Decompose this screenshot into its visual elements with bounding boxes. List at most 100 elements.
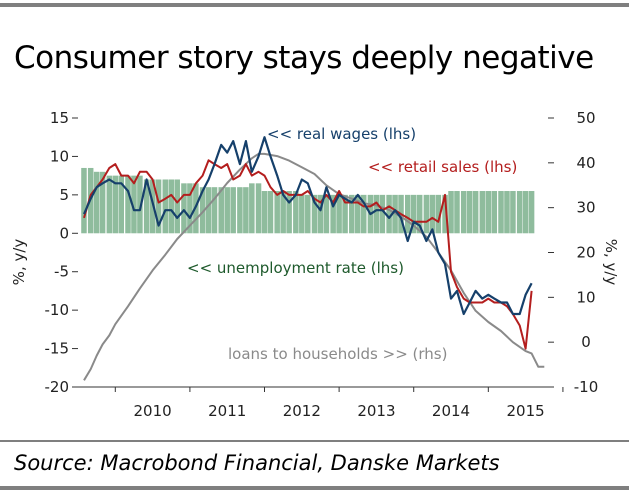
- unemployment-bar: [516, 191, 523, 234]
- real-wages-line: [82, 136, 533, 316]
- unemployment-bar: [472, 191, 479, 234]
- unemployment-bar: [168, 179, 175, 234]
- x-tick-label: 2011: [208, 402, 246, 420]
- unemployment-bar: [267, 191, 274, 234]
- unemployment-bar: [510, 191, 516, 234]
- unemployment-bar: [243, 187, 249, 234]
- x-tick-label: 2013: [357, 402, 395, 420]
- unemployment-bar: [199, 187, 206, 234]
- unemployment-bar: [429, 194, 436, 234]
- retail-sales-line: [83, 159, 533, 350]
- unemployment-bar: [181, 183, 187, 234]
- label-loans-to-households: loans to households >> (rhs): [228, 345, 447, 363]
- right-tick-label: 10: [576, 288, 595, 306]
- unemployment-bar: [416, 194, 423, 234]
- x-tick-label: 2014: [432, 402, 470, 420]
- unemployment-bar: [162, 179, 169, 234]
- middle-rule: [0, 440, 629, 442]
- unemployment-bar: [174, 179, 180, 234]
- right-tick-label: 40: [576, 154, 595, 172]
- unemployment-bar: [386, 194, 392, 234]
- right-tick-label: -10: [574, 378, 599, 396]
- unemployment-bar: [528, 191, 535, 234]
- unemployment-bar: [342, 194, 348, 234]
- unemployment-bar: [299, 194, 305, 234]
- unemployment-bar: [255, 183, 262, 234]
- label-retail-sales: << retail sales (lhs): [368, 158, 517, 176]
- unemployment-bar: [125, 175, 131, 234]
- unemployment-bar: [323, 194, 330, 234]
- left-tick-label: 5: [59, 186, 69, 204]
- unemployment-bar: [485, 191, 492, 234]
- left-axis-label: %, y/y: [10, 239, 28, 286]
- left-tick-label: 10: [50, 147, 69, 165]
- unemployment-bar: [249, 183, 255, 234]
- right-tick-label: 0: [581, 333, 591, 351]
- loans-to-households-line: [83, 152, 545, 381]
- unemployment-bar: [118, 175, 125, 234]
- unemployment-bar: [410, 194, 417, 234]
- right-tick-label: 20: [576, 244, 595, 262]
- unemployment-bar: [280, 191, 286, 234]
- unemployment-bar: [205, 187, 212, 234]
- unemployment-bar: [522, 191, 529, 234]
- unemployment-bar: [286, 191, 292, 234]
- unemployment-bar: [466, 191, 473, 234]
- unemployment-bar: [479, 191, 486, 234]
- unemployment-bar: [330, 194, 336, 234]
- label-real-wages: << real wages (lhs): [267, 125, 416, 143]
- x-tick-label: 2012: [283, 402, 321, 420]
- unemployment-bar: [355, 194, 361, 234]
- unemployment-bar: [360, 194, 367, 234]
- unemployment-bar: [99, 171, 106, 234]
- bottom-rule: [0, 486, 629, 490]
- unemployment-bar: [112, 175, 119, 234]
- label-unemployment-rate: << unemployment rate (lhs): [187, 259, 404, 277]
- top-rule: [0, 3, 629, 7]
- left-tick-label: -20: [45, 378, 70, 396]
- unemployment-bar: [93, 171, 100, 234]
- unemployment-bar: [491, 191, 498, 234]
- unemployment-bar: [379, 194, 386, 234]
- chart-title: Consumer story stays deeply negative: [14, 40, 594, 76]
- left-tick-label: -5: [54, 263, 69, 281]
- unemployment-bar: [373, 194, 380, 234]
- unemployment-bar: [155, 179, 162, 234]
- unemployment-bar: [261, 191, 268, 234]
- unemployment-bar: [224, 187, 230, 234]
- x-tick-label: 2015: [507, 402, 545, 420]
- unemployment-bar: [311, 194, 318, 234]
- unemployment-bar: [137, 175, 143, 234]
- unemployment-bar: [293, 191, 299, 234]
- unemployment-bar: [448, 191, 454, 234]
- unemployment-bar: [211, 187, 218, 234]
- unemployment-bar: [498, 191, 504, 234]
- unemployment-bar: [237, 187, 243, 234]
- unemployment-bars: [81, 167, 535, 234]
- unemployment-bar: [143, 179, 150, 234]
- series-lines: [82, 136, 545, 381]
- unemployment-bar: [274, 191, 280, 234]
- unemployment-bar: [81, 167, 87, 234]
- unemployment-bar: [106, 175, 113, 234]
- unemployment-bar: [349, 194, 355, 234]
- unemployment-bar: [336, 194, 342, 234]
- right-tick-label: 30: [576, 199, 595, 217]
- right-axis-label: %, y/y: [602, 239, 620, 286]
- unemployment-bar: [230, 187, 236, 234]
- left-tick-label: -15: [45, 340, 70, 358]
- unemployment-bar: [460, 191, 467, 234]
- left-tick-label: 15: [50, 109, 69, 127]
- unemployment-bar: [317, 194, 324, 234]
- right-tick-label: 50: [576, 109, 595, 127]
- unemployment-bar: [442, 194, 448, 234]
- unemployment-bar: [423, 194, 430, 234]
- source-note: Source: Macrobond Financial, Danske Mark…: [14, 451, 500, 475]
- unemployment-bar: [131, 175, 137, 234]
- x-tick-label: 2010: [134, 402, 172, 420]
- unemployment-bar: [218, 187, 224, 234]
- unemployment-bar: [504, 191, 510, 234]
- unemployment-bar: [187, 183, 193, 234]
